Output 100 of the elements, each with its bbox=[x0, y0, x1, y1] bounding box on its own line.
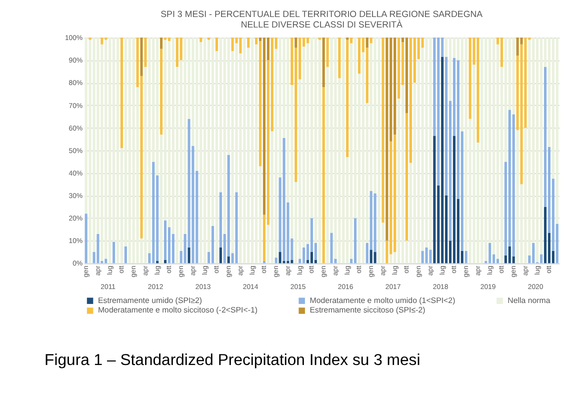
bar bbox=[310, 252, 314, 264]
bar bbox=[322, 87, 325, 264]
bar bbox=[211, 226, 214, 264]
bar bbox=[346, 40, 349, 158]
bar bbox=[354, 218, 357, 264]
bar bbox=[132, 38, 135, 264]
bar bbox=[452, 136, 456, 264]
bar bbox=[405, 38, 408, 114]
bar bbox=[394, 134, 396, 252]
bar bbox=[370, 38, 372, 44]
bar bbox=[294, 38, 298, 48]
bar bbox=[448, 38, 452, 101]
bar bbox=[286, 260, 290, 264]
bar bbox=[382, 38, 384, 223]
bar bbox=[168, 38, 171, 41]
bar bbox=[302, 247, 306, 264]
bar bbox=[378, 38, 380, 264]
bar bbox=[386, 38, 388, 241]
bar bbox=[219, 247, 222, 264]
bar bbox=[516, 130, 519, 264]
bar bbox=[468, 38, 472, 119]
bar bbox=[235, 192, 238, 264]
bar bbox=[401, 84, 404, 264]
bar bbox=[104, 258, 108, 264]
bar bbox=[239, 38, 242, 54]
bar bbox=[441, 56, 444, 264]
bar bbox=[492, 38, 496, 254]
bar bbox=[374, 252, 376, 264]
bar bbox=[374, 193, 376, 252]
bar bbox=[338, 38, 341, 78]
bar bbox=[306, 38, 310, 44]
bar bbox=[326, 38, 329, 67]
text: Figura 1 – Standardized Precipitation Index su 3 mesi bbox=[44, 352, 420, 370]
bar bbox=[96, 234, 100, 264]
bar bbox=[500, 38, 504, 67]
legend-label: Nella norma bbox=[508, 296, 551, 305]
bar bbox=[278, 252, 282, 264]
legend-label: Moderatamente e molto siccitoso (-2<SPI<-1) bbox=[98, 306, 258, 315]
bar bbox=[160, 38, 163, 49]
bar bbox=[160, 48, 163, 135]
bar bbox=[330, 232, 333, 264]
bar bbox=[100, 38, 104, 44]
bar bbox=[251, 38, 254, 264]
bar bbox=[223, 38, 226, 234]
bar bbox=[116, 38, 120, 264]
bar bbox=[421, 250, 424, 264]
bar bbox=[342, 38, 345, 264]
bar bbox=[247, 38, 250, 48]
bar bbox=[390, 254, 392, 264]
legend-label: Estremamente siccitoso (SPI≤-2) bbox=[310, 306, 426, 315]
bar bbox=[362, 52, 364, 264]
bar bbox=[334, 38, 337, 259]
bar bbox=[318, 40, 321, 264]
bar bbox=[188, 247, 190, 264]
bar bbox=[536, 38, 539, 262]
bar bbox=[472, 64, 476, 264]
bar bbox=[152, 162, 155, 264]
bar bbox=[112, 242, 116, 264]
bar bbox=[480, 38, 484, 264]
chart-title: SPI 3 MESI - PERCENTUALE DEL TERRITORIO DELLA REGIONE SARDEGNA NELLE DIVERSE CLASSI DI SEVERITÀ bbox=[160, 8, 483, 30]
bar bbox=[231, 38, 234, 52]
bar bbox=[274, 258, 278, 264]
bar bbox=[282, 138, 286, 261]
bar bbox=[262, 38, 266, 215]
bar bbox=[484, 38, 488, 261]
bar bbox=[140, 38, 143, 76]
bar bbox=[366, 38, 368, 48]
bar bbox=[532, 242, 535, 264]
bar bbox=[227, 256, 230, 264]
bar bbox=[104, 40, 108, 259]
bar bbox=[488, 242, 492, 264]
bar bbox=[464, 250, 468, 264]
bar bbox=[120, 38, 124, 148]
bar bbox=[370, 250, 372, 264]
bar bbox=[128, 38, 131, 264]
bar bbox=[512, 38, 515, 114]
bar bbox=[429, 38, 432, 250]
bar bbox=[425, 38, 428, 248]
bar bbox=[322, 38, 325, 88]
bar bbox=[540, 254, 543, 264]
legend-label: Moderatamente e molto umido (1<SPI<2) bbox=[310, 296, 456, 305]
bar bbox=[108, 38, 112, 264]
bar bbox=[215, 38, 218, 52]
bar bbox=[204, 38, 206, 264]
bar bbox=[433, 136, 436, 264]
bar bbox=[544, 206, 547, 264]
bar bbox=[476, 38, 480, 143]
bar bbox=[358, 38, 361, 74]
bar bbox=[176, 38, 178, 67]
bar bbox=[398, 38, 400, 99]
bar bbox=[144, 38, 147, 67]
bar bbox=[437, 38, 440, 186]
bar bbox=[200, 38, 202, 42]
bar bbox=[124, 246, 127, 264]
legend-label: Estremamente umido (SPI≥2) bbox=[98, 296, 202, 305]
bar bbox=[84, 214, 88, 264]
bar bbox=[429, 250, 432, 264]
bar bbox=[512, 114, 515, 256]
bar bbox=[556, 38, 558, 224]
bar bbox=[164, 220, 167, 260]
